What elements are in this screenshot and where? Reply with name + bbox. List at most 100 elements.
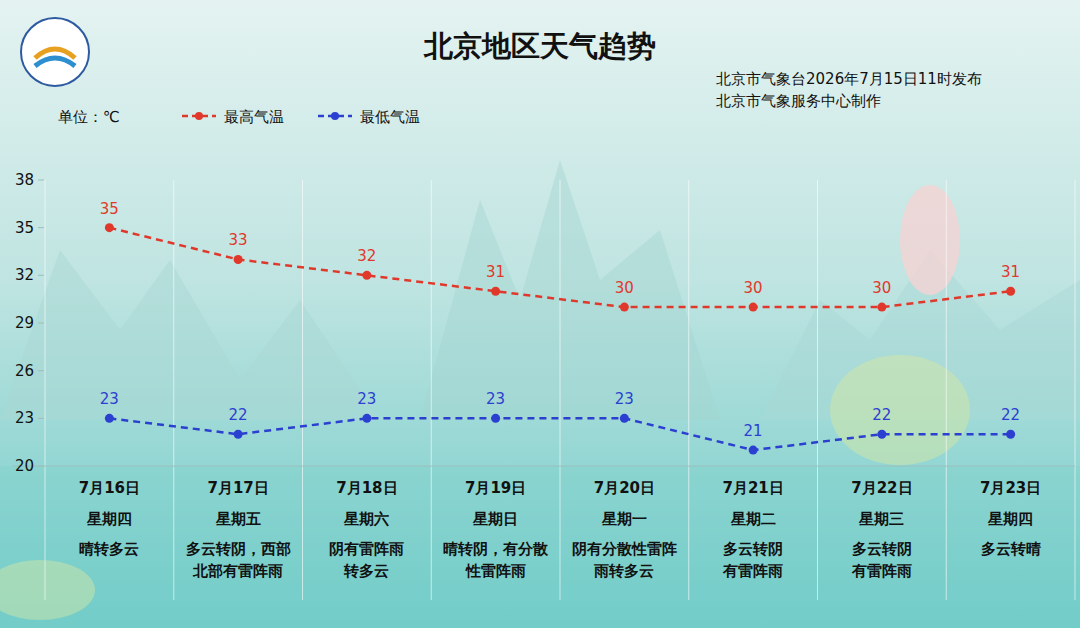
weather-text: 有雷阵雨 <box>851 562 912 580</box>
point <box>234 255 243 264</box>
x-tick-label: 7月18日 <box>336 479 397 497</box>
x-tick-label: 7月22日 <box>851 479 912 497</box>
decor-mountain <box>0 250 380 420</box>
point <box>1006 430 1015 439</box>
y-tick <box>38 370 44 371</box>
weekday: 星期二 <box>730 510 776 528</box>
y-tick <box>38 323 44 324</box>
data-label: 22 <box>1001 406 1020 424</box>
legend-marker <box>195 112 203 120</box>
column-divider <box>560 180 561 600</box>
x-tick-label: 7月21日 <box>722 479 783 497</box>
y-tick-label: 38 <box>15 171 34 189</box>
point <box>491 414 500 423</box>
x-tick-label: 7月16日 <box>79 479 140 497</box>
weather-text: 多云转晴 <box>981 540 1041 558</box>
decor-leaf <box>830 355 970 465</box>
point <box>362 414 371 423</box>
x-tick-label: 7月23日 <box>980 479 1041 497</box>
data-label: 32 <box>357 247 376 265</box>
weekday: 星期五 <box>215 510 261 528</box>
weekday: 星期六 <box>343 510 389 528</box>
point <box>877 303 886 312</box>
y-tick <box>38 418 44 419</box>
decor-lotus <box>900 185 960 295</box>
series-line <box>109 228 1010 307</box>
y-tick <box>38 180 44 181</box>
weather-text: 性雷阵雨 <box>465 562 526 580</box>
weekday: 星期日 <box>472 510 518 528</box>
point <box>749 303 758 312</box>
y-tick-label: 26 <box>15 362 34 380</box>
data-label: 22 <box>872 406 891 424</box>
point <box>105 414 114 423</box>
plot-area <box>105 223 1015 454</box>
point <box>362 271 371 280</box>
decor-water <box>0 466 1080 628</box>
point <box>749 446 758 455</box>
y-tick <box>38 466 44 467</box>
data-label: 30 <box>744 279 763 297</box>
y-tick-label: 35 <box>15 219 34 237</box>
weather-text: 阴有雷阵雨 <box>329 540 404 558</box>
weather-text: 晴转多云 <box>79 540 139 558</box>
title: 北京地区天气趋势 <box>423 29 656 63</box>
x-tick-label: 7月19日 <box>465 479 526 497</box>
data-label: 22 <box>229 406 248 424</box>
y-tick-label: 20 <box>15 457 34 475</box>
decor-mountain <box>420 160 720 420</box>
weekday: 星期四 <box>987 510 1033 528</box>
data-label: 35 <box>100 200 119 218</box>
logo <box>21 18 89 86</box>
weekday: 星期一 <box>601 510 647 528</box>
x-tick-label: 7月17日 <box>207 479 268 497</box>
legend-label: 最低气温 <box>360 108 420 126</box>
data-label: 31 <box>486 263 505 281</box>
data-label: 23 <box>357 390 376 408</box>
issuer: 北京市气象台2026年7月15日11时发布 <box>716 70 982 88</box>
column-divider <box>946 180 947 600</box>
data-label: 31 <box>1001 263 1020 281</box>
issuer: 北京市气象服务中心制作 <box>716 92 881 110</box>
data-label: 30 <box>615 279 634 297</box>
unit-label: 单位：℃ <box>58 108 120 126</box>
point <box>877 430 886 439</box>
point <box>491 287 500 296</box>
point <box>620 303 629 312</box>
y-tick-label: 32 <box>15 266 34 284</box>
data-label: 30 <box>872 279 891 297</box>
legend-marker <box>331 112 339 120</box>
weather-text: 阴有分散性雷阵 <box>572 540 677 558</box>
data-label: 21 <box>744 422 763 440</box>
decor-leaf <box>0 560 95 620</box>
data-label: 33 <box>229 231 248 249</box>
point <box>1006 287 1015 296</box>
data-label: 23 <box>486 390 505 408</box>
weather-text: 有雷阵雨 <box>722 562 783 580</box>
point <box>105 223 114 232</box>
weekday: 星期四 <box>86 510 132 528</box>
column-divider <box>45 180 46 600</box>
weather-text: 转多云 <box>343 562 389 580</box>
background <box>0 0 1080 628</box>
y-tick-label: 29 <box>15 314 34 332</box>
y-tick-label: 23 <box>15 409 34 427</box>
weather-text: 多云转阴，西部 <box>186 540 291 558</box>
column-divider <box>688 180 689 600</box>
data-label: 23 <box>615 390 634 408</box>
weather-text: 雨转多云 <box>593 562 654 580</box>
weather-text: 北部有雷阵雨 <box>192 562 283 580</box>
column-divider <box>1075 180 1076 600</box>
y-tick <box>38 227 44 228</box>
weather-text: 晴转阴，有分散 <box>443 540 549 558</box>
weather-text: 多云转阴 <box>723 540 783 558</box>
legend-item: 最低气温 <box>318 108 420 126</box>
logo <box>35 58 75 66</box>
column-divider <box>431 180 432 600</box>
x-tick-label: 7月20日 <box>594 479 655 497</box>
point <box>620 414 629 423</box>
legend-item: 最高气温 <box>182 108 284 126</box>
column-divider <box>302 180 303 600</box>
y-tick <box>38 275 44 276</box>
x-axis <box>12 465 1075 466</box>
